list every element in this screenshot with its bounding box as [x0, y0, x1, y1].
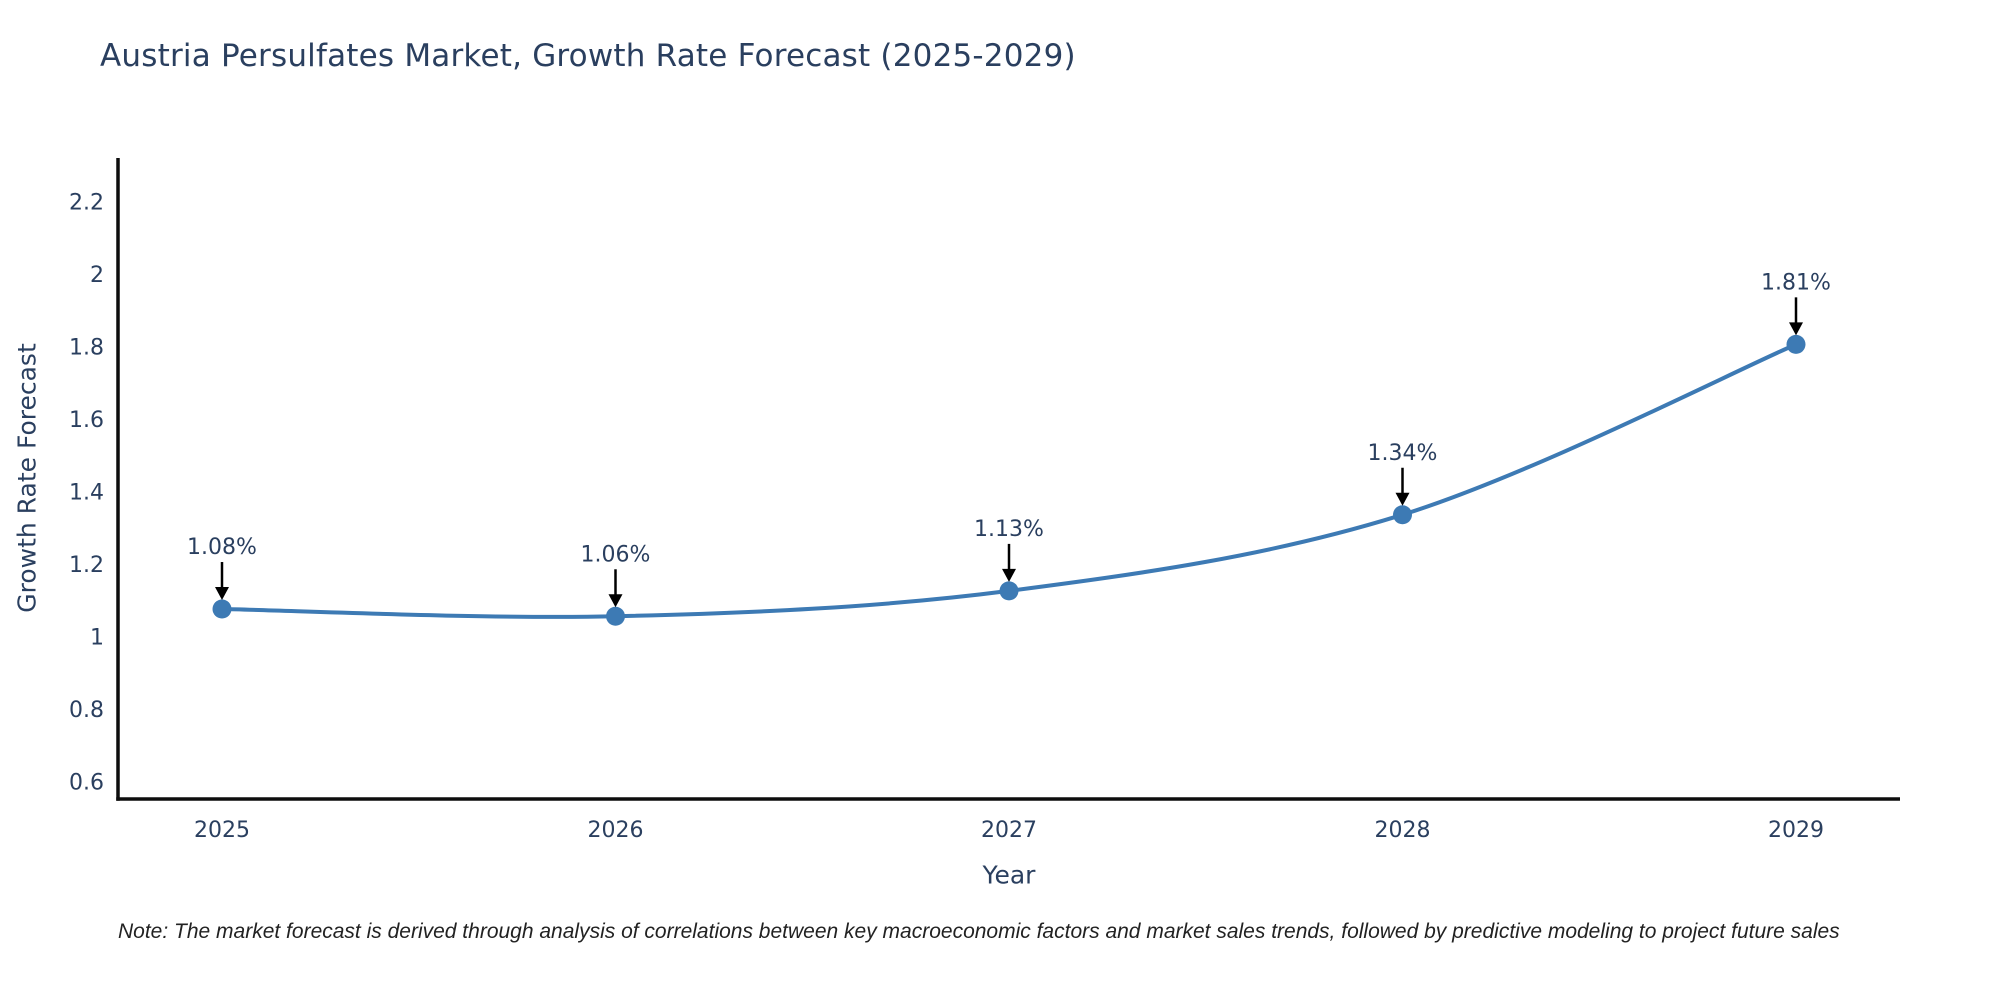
data-point-label: 1.13%	[974, 517, 1044, 542]
x-tick-label: 2026	[588, 818, 644, 843]
data-point-marker	[606, 606, 625, 626]
annotation-arrowhead-icon	[215, 587, 229, 601]
y-tick-label: 1	[90, 626, 104, 651]
chart-title: Austria Persulfates Market, Growth Rate …	[100, 38, 1076, 74]
data-point-marker	[1393, 505, 1412, 525]
y-tick-label: 2.2	[69, 190, 104, 215]
x-tick-label: 2025	[194, 818, 250, 843]
y-tick-label: 0.8	[69, 698, 104, 723]
x-tick-label: 2027	[981, 818, 1037, 843]
annotation-arrowhead-icon	[1002, 568, 1016, 582]
footnote: Note: The market forecast is derived thr…	[118, 920, 1840, 943]
data-point-label: 1.81%	[1761, 270, 1831, 295]
data-point-marker	[212, 599, 232, 619]
y-tick-label: 1.6	[69, 408, 104, 433]
y-tick-label: 1.4	[69, 481, 104, 506]
annotation-arrowhead-icon	[1789, 322, 1803, 336]
x-axis-title: Year	[982, 860, 1036, 890]
data-point-marker	[1786, 334, 1806, 354]
y-tick-label: 1.8	[69, 335, 104, 360]
data-point-marker	[999, 581, 1019, 601]
y-tick-label: 1.2	[69, 553, 104, 578]
y-tick-label: 0.6	[69, 771, 104, 796]
annotation-arrowhead-icon	[608, 594, 623, 608]
data-point-label: 1.06%	[581, 542, 651, 567]
data-point-label: 1.34%	[1368, 441, 1438, 466]
x-tick-label: 2029	[1768, 818, 1824, 843]
y-tick-label: 2	[90, 263, 104, 288]
data-point-label: 1.08%	[187, 535, 257, 560]
y-axis-title: Growth Rate Forecast	[12, 343, 42, 613]
x-tick-label: 2028	[1375, 818, 1431, 843]
annotation-arrowhead-icon	[1395, 492, 1410, 506]
